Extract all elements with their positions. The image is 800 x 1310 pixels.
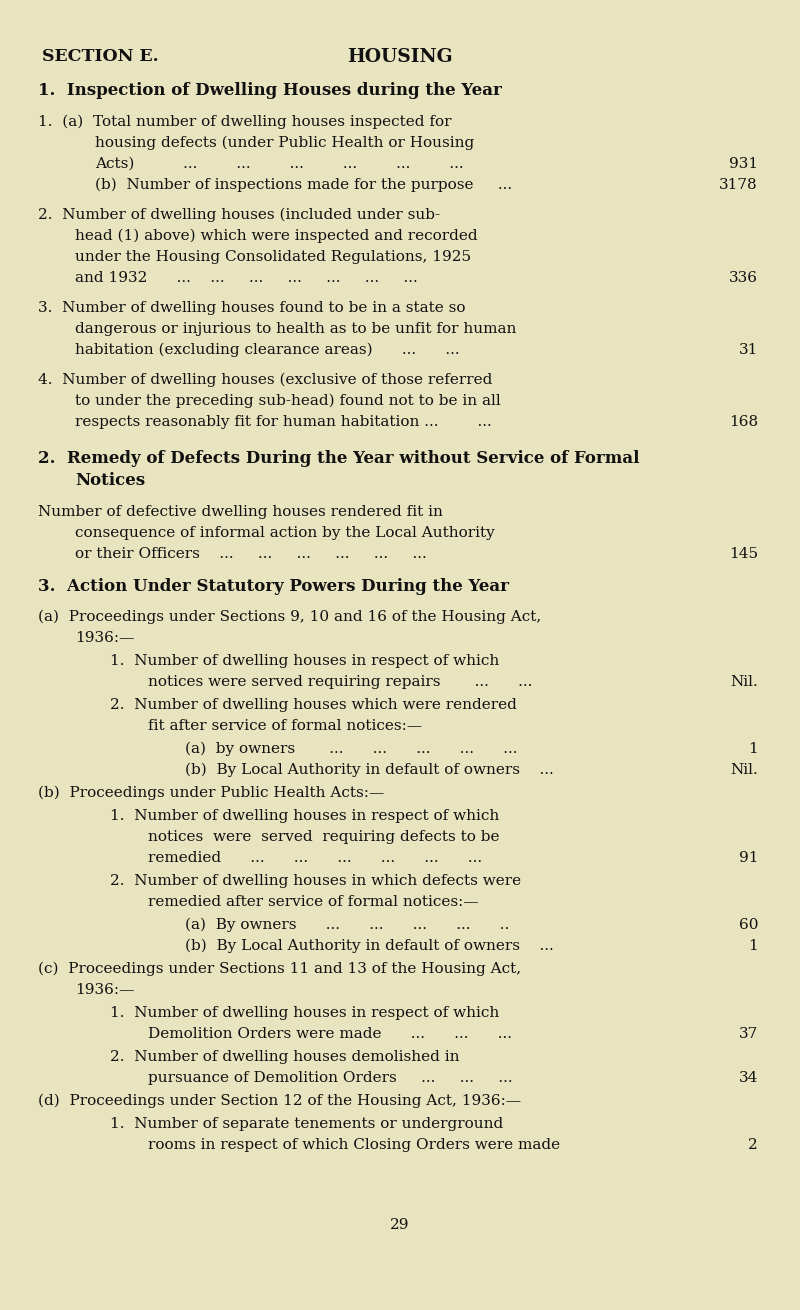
Text: 29: 29 [390,1218,410,1231]
Text: 3178: 3178 [719,178,758,193]
Text: 2.  Number of dwelling houses which were rendered: 2. Number of dwelling houses which were … [110,698,517,713]
Text: 1.  Number of separate tenements or underground: 1. Number of separate tenements or under… [110,1117,503,1131]
Text: 60: 60 [738,918,758,931]
Text: remedied after service of formal notices:—: remedied after service of formal notices… [148,895,478,909]
Text: (b)  By Local Authority in default of owners    ...: (b) By Local Authority in default of own… [185,939,554,954]
Text: HOUSING: HOUSING [347,48,453,66]
Text: (a)  by owners       ...      ...      ...      ...      ...: (a) by owners ... ... ... ... ... [185,741,518,756]
Text: SECTION E.: SECTION E. [42,48,158,66]
Text: 2.  Remedy of Defects During the Year without Service of Formal: 2. Remedy of Defects During the Year wit… [38,451,639,466]
Text: 145: 145 [729,548,758,561]
Text: 931: 931 [729,157,758,172]
Text: 91: 91 [738,852,758,865]
Text: housing defects (under Public Health or Housing: housing defects (under Public Health or … [95,136,474,151]
Text: 3.  Number of dwelling houses found to be in a state so: 3. Number of dwelling houses found to be… [38,301,466,314]
Text: remedied      ...      ...      ...      ...      ...      ...: remedied ... ... ... ... ... ... [148,852,482,865]
Text: 1.  Number of dwelling houses in respect of which: 1. Number of dwelling houses in respect … [110,810,499,823]
Text: rooms in respect of which Closing Orders were made: rooms in respect of which Closing Orders… [148,1138,560,1151]
Text: (b)  Number of inspections made for the purpose     ...: (b) Number of inspections made for the p… [95,178,512,193]
Text: 1936:—: 1936:— [75,631,134,645]
Text: (a)  By owners      ...      ...      ...      ...      ..: (a) By owners ... ... ... ... .. [185,918,510,933]
Text: (c)  Proceedings under Sections 11 and 13 of the Housing Act,: (c) Proceedings under Sections 11 and 13… [38,962,521,976]
Text: Notices: Notices [75,472,145,489]
Text: 37: 37 [738,1027,758,1041]
Text: and 1932      ...    ...     ...     ...     ...     ...     ...: and 1932 ... ... ... ... ... ... ... [75,271,418,286]
Text: (a)  Proceedings under Sections 9, 10 and 16 of the Housing Act,: (a) Proceedings under Sections 9, 10 and… [38,610,542,625]
Text: pursuance of Demolition Orders     ...     ...     ...: pursuance of Demolition Orders ... ... .… [148,1072,513,1085]
Text: 2.  Number of dwelling houses in which defects were: 2. Number of dwelling houses in which de… [110,874,521,888]
Text: notices were served requiring repairs       ...      ...: notices were served requiring repairs ..… [148,675,532,689]
Text: 31: 31 [738,343,758,358]
Text: respects reasonably fit for human habitation ...        ...: respects reasonably fit for human habita… [75,415,492,428]
Text: habitation (excluding clearance areas)      ...      ...: habitation (excluding clearance areas) .… [75,343,460,358]
Text: Nil.: Nil. [730,762,758,777]
Text: Demolition Orders were made      ...      ...      ...: Demolition Orders were made ... ... ... [148,1027,512,1041]
Text: dangerous or injurious to health as to be unfit for human: dangerous or injurious to health as to b… [75,322,516,335]
Text: 2: 2 [748,1138,758,1151]
Text: 4.  Number of dwelling houses (exclusive of those referred: 4. Number of dwelling houses (exclusive … [38,373,492,388]
Text: 168: 168 [729,415,758,428]
Text: consequence of informal action by the Local Authority: consequence of informal action by the Lo… [75,527,494,540]
Text: 1.  Number of dwelling houses in respect of which: 1. Number of dwelling houses in respect … [110,654,499,668]
Text: fit after service of formal notices:—: fit after service of formal notices:— [148,719,422,734]
Text: (b)  Proceedings under Public Health Acts:—: (b) Proceedings under Public Health Acts… [38,786,384,800]
Text: or their Officers    ...     ...     ...     ...     ...     ...: or their Officers ... ... ... ... ... ..… [75,548,426,561]
Text: head (1) above) which were inspected and recorded: head (1) above) which were inspected and… [75,229,478,244]
Text: notices  were  served  requiring defects to be: notices were served requiring defects to… [148,831,499,844]
Text: under the Housing Consolidated Regulations, 1925: under the Housing Consolidated Regulatio… [75,250,471,265]
Text: 3.  Action Under Statutory Powers During the Year: 3. Action Under Statutory Powers During … [38,578,509,595]
Text: 1.  Number of dwelling houses in respect of which: 1. Number of dwelling houses in respect … [110,1006,499,1020]
Text: Nil.: Nil. [730,675,758,689]
Text: 2.  Number of dwelling houses (included under sub-: 2. Number of dwelling houses (included u… [38,208,440,223]
Text: 336: 336 [729,271,758,286]
Text: 1.  (a)  Total number of dwelling houses inspected for: 1. (a) Total number of dwelling houses i… [38,115,451,130]
Text: to under the preceding sub-head) found not to be in all: to under the preceding sub-head) found n… [75,394,501,409]
Text: Number of defective dwelling houses rendered fit in: Number of defective dwelling houses rend… [38,504,443,519]
Text: 1: 1 [748,741,758,756]
Text: (d)  Proceedings under Section 12 of the Housing Act, 1936:—: (d) Proceedings under Section 12 of the … [38,1094,521,1108]
Text: 2.  Number of dwelling houses demolished in: 2. Number of dwelling houses demolished … [110,1051,459,1064]
Text: 1: 1 [748,939,758,952]
Text: Acts)          ...        ...        ...        ...        ...        ...: Acts) ... ... ... ... ... ... [95,157,464,172]
Text: (b)  By Local Authority in default of owners    ...: (b) By Local Authority in default of own… [185,762,554,777]
Text: 34: 34 [738,1072,758,1085]
Text: 1936:—: 1936:— [75,982,134,997]
Text: 1.  Inspection of Dwelling Houses during the Year: 1. Inspection of Dwelling Houses during … [38,83,502,100]
